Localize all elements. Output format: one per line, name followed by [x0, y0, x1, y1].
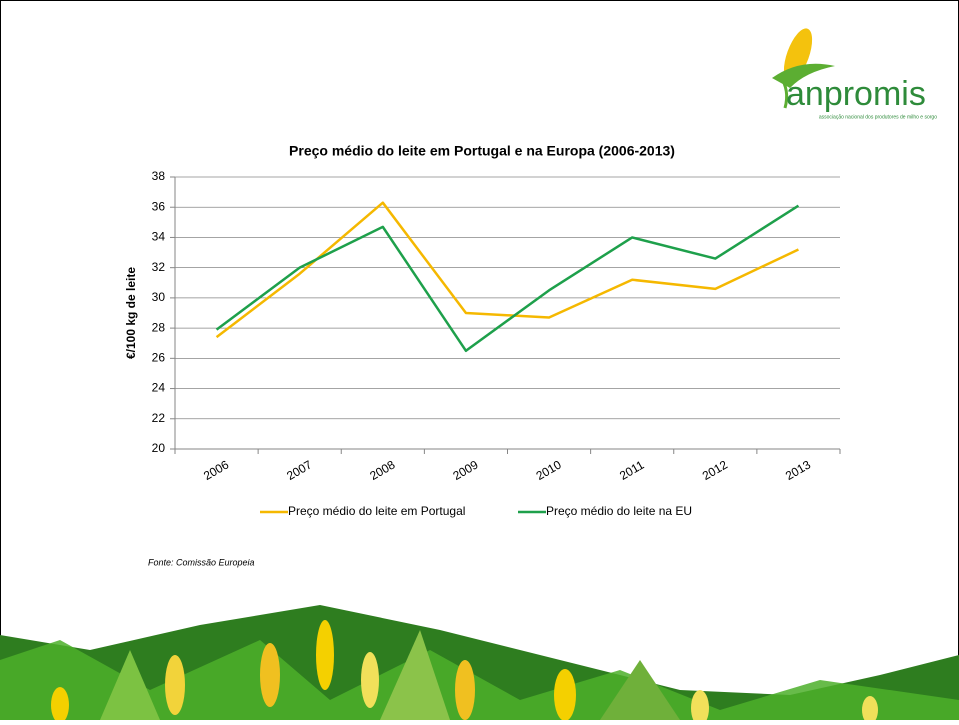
logo-tagline: associação nacional dos produtores de mi…: [819, 114, 937, 120]
y-tick-label: 22: [152, 411, 166, 425]
y-tick-label: 30: [152, 290, 166, 304]
y-tick-label: 28: [152, 320, 166, 334]
slide: anpromis associação nacional dos produto…: [0, 0, 959, 720]
legend-label: Preço médio do leite na EU: [546, 504, 692, 518]
y-tick-label: 24: [152, 381, 166, 395]
y-tick-label: 26: [152, 351, 166, 365]
chart-title: Preço médio do leite em Portugal e na Eu…: [289, 143, 675, 159]
legend-label: Preço médio do leite em Portugal: [288, 504, 465, 518]
source-note: Fonte: Comissão Europeia: [148, 557, 255, 567]
y-tick-label: 32: [152, 260, 166, 274]
y-tick-label: 36: [152, 199, 166, 213]
y-axis-label: €/100 kg de leite: [124, 267, 138, 359]
logo-name: anpromis: [786, 75, 926, 113]
y-tick-label: 38: [152, 169, 166, 183]
y-tick-label: 34: [152, 230, 166, 244]
y-tick-label: 20: [152, 441, 166, 455]
